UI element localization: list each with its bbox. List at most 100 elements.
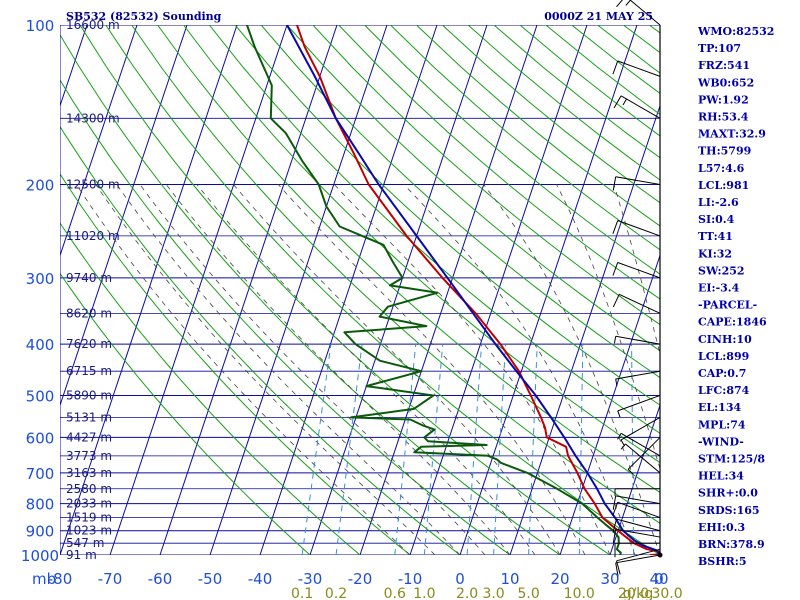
mixing-ratio-tick-label: 20.0 [618, 586, 649, 600]
height-label: 8620 m [66, 306, 112, 320]
dry-adiabat-line [60, 79, 511, 555]
dewpoint-profile [246, 25, 622, 555]
mixing-ratio-unit-label: g/kg [623, 586, 654, 600]
chart-title: SB532 (82532) Sounding [66, 10, 222, 23]
wind-barb [616, 548, 661, 575]
mixing-ratio-tick-label: 5.0 [517, 586, 539, 600]
pressure-tick-label: 1000 [21, 547, 59, 565]
dry-adiabat-line [260, 25, 660, 379]
temperature-tick-label: -40 [248, 570, 273, 588]
wind-barb [613, 335, 661, 345]
wind-barb-feather [617, 410, 621, 418]
height-label: 16600 m [66, 18, 120, 32]
sounding-index: EHI:0.3 [698, 521, 745, 534]
mixing-ratio-line [578, 344, 584, 555]
isotherm-line [409, 25, 588, 555]
moist-adiabat-line [334, 184, 611, 555]
sounding-index: EL:134 [698, 401, 741, 414]
mixing-ratio-tick-label: 10.0 [564, 586, 595, 600]
dry-adiabat-line [60, 222, 361, 555]
wind-barb [613, 95, 661, 119]
wind-barb-staff [615, 335, 661, 345]
sounding-index: SRDS:165 [698, 504, 760, 517]
temperature-tick-label: -30 [298, 570, 323, 588]
wind-barb-feather [613, 336, 617, 344]
mixing-ratio-line [466, 344, 483, 555]
temperature-tick-label: -50 [198, 570, 223, 588]
temperature-tick-label: 40 [649, 570, 668, 588]
wind-barb [612, 262, 661, 279]
wind-barb-feather [612, 518, 618, 533]
wind-barb [617, 432, 661, 457]
wind-barb-feather [625, 0, 631, 6]
wind-barb-feather [612, 60, 619, 75]
sounding-index: CAP:0.7 [698, 367, 746, 380]
sounding-index: -PARCEL- [698, 299, 757, 312]
height-label: 5131 m [66, 410, 112, 424]
wind-barb [612, 60, 661, 77]
wind-barb-feather [612, 529, 617, 544]
moist-adiabat-line [76, 184, 411, 555]
pressure-tick-label: 500 [26, 387, 55, 405]
isotherm-line [459, 25, 638, 555]
mixing-ratio-line [394, 344, 417, 555]
isotherm-line [60, 25, 138, 258]
pressure-tick-label: 400 [26, 336, 55, 354]
temperature-profile [296, 25, 660, 555]
sounding-index: HEL:34 [698, 470, 744, 483]
surface-wind-dot [657, 552, 663, 558]
mixing-ratio-line [423, 344, 444, 555]
wind-barb [627, 437, 661, 475]
wind-barb-staff [617, 501, 661, 519]
wind-barb [615, 554, 661, 577]
wind-barb [612, 495, 661, 510]
moist-adiabat-line [196, 184, 536, 555]
sounding-index: CAPE:1846 [698, 316, 767, 329]
wind-barb-feather [612, 294, 620, 308]
temperature-tick-label: -60 [148, 570, 173, 588]
wind-barb-feather [612, 262, 619, 276]
wind-barb-feather [613, 95, 622, 109]
wind-barb [612, 293, 661, 314]
wind-barb-staff [620, 432, 661, 457]
dry-adiabat-line [571, 25, 660, 95]
sounding-index: KI:32 [698, 247, 732, 260]
wind-barb-staff [617, 262, 661, 279]
isotherm-line [259, 25, 438, 555]
moist-adiabat-line [116, 184, 461, 555]
temperature-tick-label: 10 [500, 570, 519, 588]
sounding-index: FRZ:541 [698, 59, 750, 72]
moist-adiabat-line [233, 184, 561, 555]
moist-adiabat-line [278, 184, 586, 555]
height-label: 2580 m [66, 482, 112, 496]
sounding-index: BSHR:5 [698, 555, 747, 568]
height-label: 7620 m [66, 337, 112, 351]
sounding-index: LFC:874 [698, 384, 750, 397]
sounding-index: RH:53.4 [698, 111, 749, 124]
wind-barb [614, 488, 660, 496]
parcel-profile [286, 25, 660, 555]
height-label: 91 m [66, 548, 97, 562]
wind-barb-feather [616, 0, 623, 8]
pressure-unit-label: mb [32, 570, 56, 588]
mixing-ratio-line [528, 344, 538, 555]
height-label: 1519 m [66, 511, 112, 525]
height-label: 12500 m [66, 178, 120, 192]
mixing-ratio-tick-label: 2.0 [456, 586, 478, 600]
wind-barb-feather [612, 220, 619, 234]
wind-barb-staff [615, 370, 661, 380]
sounding-index: MPL:74 [698, 418, 746, 431]
wind-barb [612, 528, 661, 544]
mixing-ratio-line [335, 344, 363, 555]
height-label: 3163 m [66, 466, 112, 480]
dry-adiabat-line [79, 25, 611, 555]
sounding-index: MAXT:32.9 [698, 128, 766, 141]
sounding-index: WB0:652 [697, 76, 754, 89]
mixing-ratio-line [661, 344, 667, 555]
height-label: 11020 m [66, 229, 120, 243]
wind-barb [617, 394, 661, 418]
sounding-index: SW:252 [698, 264, 745, 277]
wind-barb-feather [615, 378, 618, 386]
wind-barb-feather [615, 562, 619, 577]
